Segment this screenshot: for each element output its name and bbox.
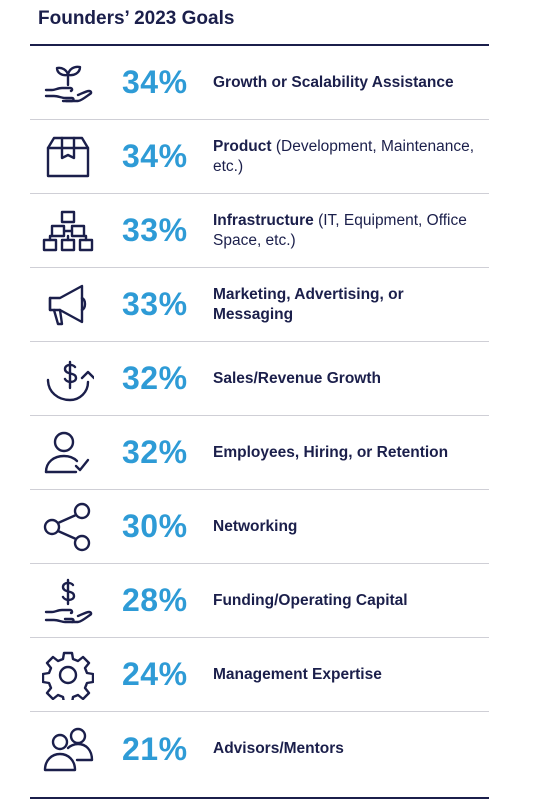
goal-percent: 24% <box>122 656 188 692</box>
goal-label: Funding/Operating Capital <box>213 564 483 637</box>
goal-label-bold: Employees, Hiring, or Retention <box>213 443 449 461</box>
goal-percent: 34% <box>122 64 188 100</box>
goals-list: 34% Growth or Scalability Assistance 34% P… <box>30 46 489 786</box>
goal-label-bold: Infrastructure <box>213 211 314 229</box>
goal-label-bold: Networking <box>213 517 298 535</box>
top-divider <box>30 44 489 46</box>
goal-label-bold: Product <box>213 137 272 155</box>
goal-row: 32% Sales/Revenue Growth <box>30 342 489 416</box>
goal-row: 28% Funding/Operating Capital <box>30 564 489 638</box>
goal-label: Networking <box>213 490 483 563</box>
goal-percent: 32% <box>122 360 188 396</box>
goal-label-bold: Advisors/Mentors <box>213 740 344 757</box>
goal-label: Infrastructure (IT, Equipment, Office Sp… <box>213 194 483 267</box>
employee-check-icon <box>42 428 94 478</box>
goal-row: 33% Infrastructure (IT, Equipment, Office… <box>30 194 489 268</box>
goal-row: 34% Product (Development, Maintenance, et… <box>30 120 489 194</box>
megaphone-icon <box>42 280 94 330</box>
goal-label: Marketing, Advertising, or Messaging <box>213 268 483 341</box>
goal-label: Sales/Revenue Growth <box>213 342 483 415</box>
goal-row: 32% Employees, Hiring, or Retention <box>30 416 489 490</box>
goal-label: Employees, Hiring, or Retention <box>213 416 483 489</box>
goal-percent: 32% <box>122 434 188 470</box>
goal-label-bold: Growth or Scalability Assistance <box>213 73 454 91</box>
goal-label-bold: Management Expertise <box>213 665 382 683</box>
goal-percent: 33% <box>122 286 188 322</box>
plant-in-hand-icon <box>42 58 94 108</box>
box-icon <box>42 132 94 182</box>
goal-label-bold: Sales/Revenue Growth <box>213 369 381 387</box>
dollar-growth-icon <box>42 354 94 404</box>
goal-percent: 28% <box>122 582 188 618</box>
goal-percent: 34% <box>122 138 188 174</box>
goal-label-bold: Funding/Operating Capital <box>213 591 408 609</box>
goal-label: Management Expertise <box>213 638 483 711</box>
goal-row: 33% Marketing, Advertising, or Messaging <box>30 268 489 342</box>
goal-row: 34% Growth or Scalability Assistance <box>30 46 489 120</box>
chart-title: Founders’ 2023 Goals <box>38 8 235 29</box>
money-in-hand-icon <box>42 576 94 626</box>
network-hierarchy-icon <box>42 206 94 256</box>
goal-percent: 30% <box>122 508 188 544</box>
people-icon <box>42 724 94 774</box>
goal-label-detail: (IT, Equipment, Office Space, etc.) <box>213 211 467 249</box>
goal-label: Growth or Scalability Assistance <box>213 46 483 119</box>
goal-label-detail: (Development, Maintenance, etc.) <box>213 137 475 175</box>
goal-label: Product (Development, Maintenance, etc.) <box>213 120 483 193</box>
goal-row: 30% Networking <box>30 490 489 564</box>
share-network-icon <box>42 502 94 552</box>
goal-percent: 21% <box>122 730 188 767</box>
goal-label-bold: Marketing, Advertising, or Messaging <box>213 285 404 323</box>
gear-icon <box>42 650 94 700</box>
goal-percent: 33% <box>122 212 188 248</box>
goal-row: 21% Advisors/Mentors <box>30 712 489 786</box>
goal-row: 24% Management Expertise <box>30 638 489 712</box>
bottom-divider <box>30 797 489 799</box>
goal-label: Advisors/Mentors <box>213 712 483 786</box>
